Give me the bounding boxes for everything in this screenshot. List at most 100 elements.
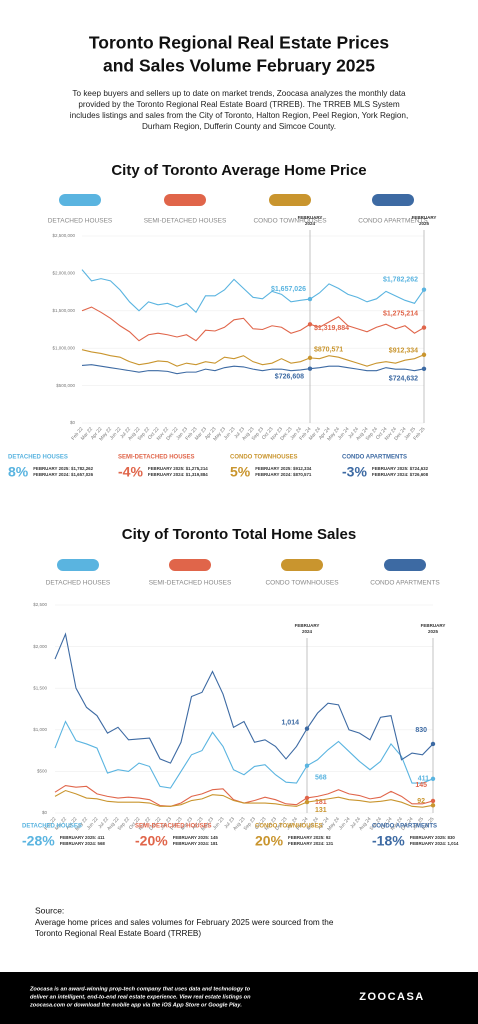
data-point [307, 366, 313, 371]
data-label: $1,319,884 [314, 325, 349, 332]
data-point [304, 795, 310, 801]
footer-line: deliver an intelligent, end-to-end real … [30, 994, 251, 1000]
y-tick-label: $2,500,000 [52, 233, 75, 238]
legend-label: DETACHED HOUSES [46, 580, 111, 587]
data-point [304, 799, 310, 805]
series-line [54, 720, 434, 789]
marker-label: 2024 [305, 221, 316, 226]
y-tick-label: $500 [37, 769, 48, 774]
series-line [81, 349, 425, 367]
stat-change: -4% [118, 464, 143, 480]
marker-label: FEBRUARY [412, 215, 437, 220]
chart-title: City of Toronto Total Home Sales [122, 526, 356, 543]
stat-line: FEBRUARY 2024: 1,014 [410, 841, 459, 846]
data-point [421, 287, 427, 292]
marker-label: FEBRUARY [421, 623, 446, 628]
stat-line: FEBRUARY 2024: $726,608 [372, 472, 429, 477]
stat-line: FEBRUARY 2025: $724,632 [372, 466, 429, 471]
stat-line: FEBRUARY 2024: 181 [173, 841, 219, 846]
stat-change: -20% [135, 833, 168, 849]
data-label: 181 [315, 799, 327, 806]
data-point [304, 726, 310, 731]
data-label: 411 [418, 776, 429, 783]
stat-name: CONDO TOWNHOUSES [230, 455, 298, 461]
intro: To keep buyers and sellers up to date on… [72, 89, 406, 98]
data-point [304, 763, 310, 768]
stat-name: CONDO TOWNHOUSES [255, 824, 323, 830]
data-label: 1,014 [281, 719, 299, 726]
marker-label: 2025 [419, 221, 430, 226]
stat-name: SEMI-DETACHED HOUSES [118, 455, 195, 461]
legend-label: CONDO TOWNHOUSES [253, 218, 327, 225]
stat-change: 5% [230, 464, 251, 480]
source-line: Toronto Regional Real Estate Board (TRRE… [35, 929, 201, 938]
series-line [81, 364, 425, 375]
data-point [307, 296, 313, 302]
data-label: 145 [415, 782, 427, 789]
y-tick-label: $2,000,000 [52, 271, 75, 276]
data-label: 568 [315, 775, 327, 782]
intro: provided by the Toronto Regional Real Es… [78, 100, 399, 109]
stat-line: FEBRUARY 2024: $1,657,026 [33, 472, 93, 477]
stat-line: FEBRUARY 2025: 92 [288, 835, 331, 840]
data-label: 830 [415, 727, 427, 734]
data-label: 131 [315, 807, 327, 814]
legend-swatch [59, 194, 101, 206]
y-tick-label: $2,000 [33, 644, 47, 649]
data-label: $912,334 [389, 348, 418, 355]
data-label: $1,782,262 [383, 277, 418, 284]
y-tick-label: $1,500,000 [52, 308, 75, 313]
data-label: $724,632 [389, 376, 418, 383]
data-point [430, 741, 436, 747]
stat-line: FEBRUARY 2025: $1,782,262 [33, 466, 93, 471]
legend-swatch [384, 559, 426, 571]
footer-bg [0, 972, 478, 1024]
stat-change: -18% [372, 833, 405, 849]
y-tick-label: $0 [70, 420, 76, 425]
stat-change: 20% [255, 833, 284, 849]
marker-label: 2024 [302, 629, 313, 634]
legend-label: SEMI-DETACHED HOUSES [149, 580, 232, 587]
stat-name: CONDO APARTMENTS [342, 455, 407, 461]
legend-label: CONDO APARTMENTS [358, 218, 428, 225]
y-tick-label: $1,000,000 [52, 345, 75, 350]
data-point [421, 325, 427, 330]
stat-line: FEBRUARY 2024: $1,319,884 [148, 472, 208, 477]
marker-label: FEBRUARY [298, 215, 323, 220]
y-tick-label: $2,500 [33, 602, 47, 607]
stat-change: -3% [342, 464, 367, 480]
legend-swatch [269, 194, 311, 206]
legend-swatch [164, 194, 206, 206]
intro: Durham Region, Dufferin County and Simco… [142, 122, 336, 131]
data-label: $1,275,214 [383, 310, 418, 317]
y-tick-label: $0 [42, 810, 48, 815]
x-tick-label: May 24 [326, 816, 341, 832]
legend-swatch [169, 559, 211, 571]
legend-label: CONDO TOWNHOUSES [265, 580, 339, 587]
x-tick-label: Jun 22 [86, 816, 100, 831]
data-point [307, 355, 313, 361]
legend-label: DETACHED HOUSES [48, 218, 113, 225]
data-point [421, 366, 427, 371]
title: Toronto Regional Real Estate Prices [89, 33, 389, 53]
footer-line: zoocasa.com or download the mobile app v… [29, 1002, 242, 1008]
series-line [54, 632, 434, 764]
legend-label: CONDO APARTMENTS [370, 580, 440, 587]
stat-line: FEBRUARY 2024: 131 [288, 841, 334, 846]
data-point [430, 803, 436, 808]
x-tick-label: Jun 24 [338, 816, 352, 831]
stat-line: FEBRUARY 2024: $870,571 [255, 472, 312, 477]
data-label: $726,608 [275, 373, 304, 380]
footer-line: Zoocasa is an award-winning prop-tech co… [29, 986, 251, 992]
marker-label: FEBRUARY [295, 623, 320, 628]
stat-line: FEBRUARY 2025: 830 [410, 835, 456, 840]
stat-line: FEBRUARY 2025: 411 [60, 835, 105, 840]
data-label: $870,571 [314, 347, 343, 354]
x-tick-label: Sep 22 [117, 816, 132, 832]
source-heading: Source: [35, 905, 64, 915]
source-line: Average home prices and sales volumes fo… [35, 918, 334, 927]
y-tick-label: $1,500 [33, 685, 47, 690]
stat-line: FEBRUARY 2025: $1,275,214 [148, 466, 208, 471]
stat-line: FEBRUARY 2025: 145 [173, 835, 219, 840]
